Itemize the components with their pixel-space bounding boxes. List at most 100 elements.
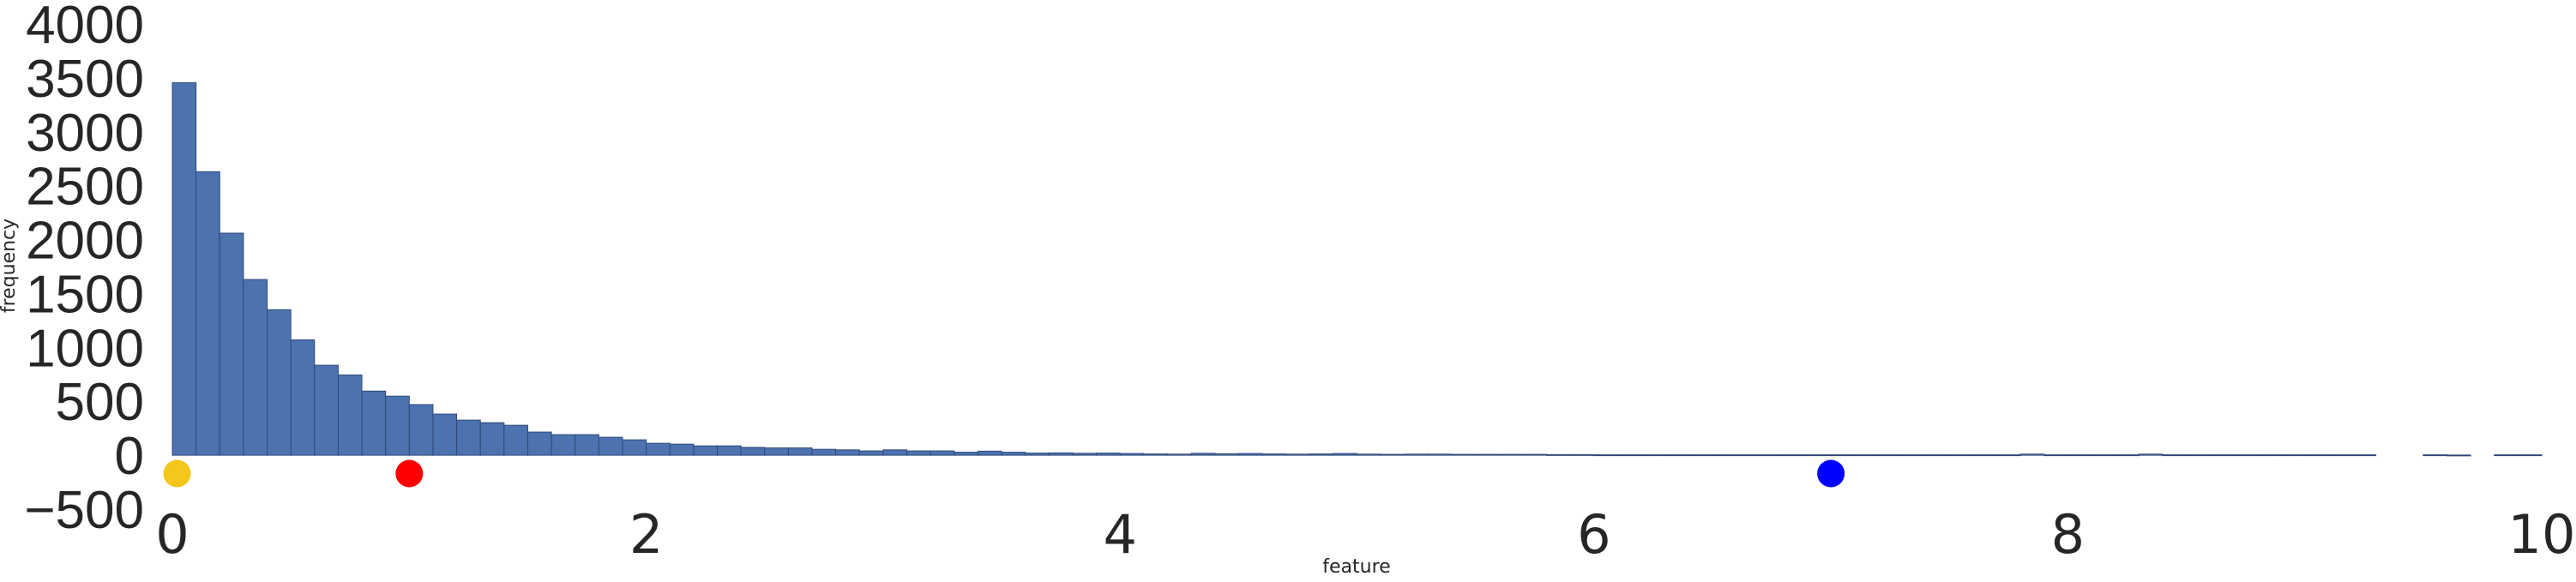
histogram-bar [1072, 453, 1098, 456]
histogram-bar [2043, 454, 2068, 457]
y-tick-label: 4000 [26, 0, 144, 55]
histogram-bar [2351, 454, 2377, 457]
x-tick-labels: 0 2 4 6 8 10 [155, 503, 2575, 566]
histogram-bar [551, 434, 576, 456]
histogram-bar [1854, 454, 1879, 457]
histogram-bar [1237, 453, 1263, 456]
histogram-bar [1664, 454, 1689, 457]
histogram-bar [858, 450, 884, 456]
x-tick-label: 4 [1103, 503, 1136, 566]
histogram-bar [2019, 453, 2045, 456]
y-tick-label: −500 [24, 481, 144, 540]
histogram-bar [219, 232, 244, 456]
histogram-bar [1806, 454, 1832, 457]
histogram-bar [575, 434, 599, 456]
histogram-bar [243, 279, 268, 456]
histogram-bar [1096, 453, 1121, 456]
x-axis-label: feature [1322, 556, 1390, 578]
y-tick-label: 2000 [26, 212, 144, 271]
y-tick-label: 1000 [26, 319, 144, 378]
bars-group [172, 82, 2543, 457]
histogram-bar [2423, 454, 2447, 457]
histogram-bar [2091, 454, 2116, 457]
histogram-bar [1285, 453, 1310, 456]
histogram-bar [1357, 453, 1381, 456]
histogram-bar [835, 449, 860, 456]
histogram-bar [1593, 454, 1618, 457]
histogram-bar [954, 452, 978, 456]
histogram-bar [2067, 454, 2092, 457]
histogram-bar [2115, 454, 2140, 457]
y-tick-label: 3500 [26, 50, 144, 109]
histogram-bar [1166, 453, 1192, 456]
x-tick-label: 8 [2051, 503, 2085, 566]
histogram-bar [882, 449, 908, 456]
histogram-bar [2304, 454, 2329, 457]
marker-point [395, 459, 424, 488]
histogram-bar [408, 404, 434, 456]
histogram-bar [1190, 453, 1216, 456]
y-tick-label: 1500 [26, 265, 144, 324]
histogram-bar [1712, 454, 1737, 457]
y-tick-label: 0 [115, 427, 144, 486]
histogram-bar [1143, 453, 1168, 456]
histogram-bar [764, 447, 789, 456]
histogram-bar [267, 309, 292, 456]
histogram-bar [1616, 454, 1642, 457]
histogram-bar [1333, 453, 1357, 456]
histogram-bar [172, 82, 197, 456]
histogram-bar [2186, 454, 2211, 457]
histogram-bar [2327, 454, 2353, 457]
histogram-bar [2209, 454, 2235, 457]
histogram-bar [1736, 454, 1760, 457]
histogram-bar [1119, 453, 1145, 456]
histogram-bar [337, 374, 363, 456]
histogram-bar [646, 442, 671, 456]
histogram-bar [361, 390, 387, 456]
histogram-bar [1546, 453, 1571, 456]
histogram-bar [290, 339, 316, 456]
histogram-bar [1783, 454, 1808, 457]
histogram-bar [740, 447, 766, 456]
marker-point [1817, 459, 1845, 488]
histogram-bar [1569, 453, 1595, 456]
histogram-bar [906, 450, 931, 456]
x-tick-label: 2 [629, 503, 663, 566]
y-tick-label: 2500 [26, 158, 144, 217]
marker-point [163, 459, 191, 488]
histogram-bar [787, 447, 813, 456]
y-tick-label: 3000 [26, 104, 144, 163]
y-tick-label: 500 [56, 373, 144, 432]
histogram-bar [1830, 454, 1856, 457]
histogram-bar [2494, 454, 2519, 457]
y-axis-label: frequency [0, 219, 20, 313]
histogram-bar [2446, 454, 2471, 457]
histogram-bar [2517, 454, 2543, 457]
histogram-bar [1877, 454, 1903, 457]
histogram-bar [1759, 454, 1785, 457]
histogram-bar [1925, 454, 1950, 457]
histogram-bar [1214, 453, 1239, 456]
histogram-bar [1261, 453, 1287, 456]
histogram-bar [1001, 452, 1026, 456]
histogram-bar [527, 431, 552, 456]
histogram-bar [385, 395, 410, 456]
histogram-bar [503, 424, 528, 456]
histogram-bar [930, 450, 955, 456]
histogram-bar [977, 450, 1002, 456]
markers-group [163, 459, 1845, 488]
histogram-bar [1451, 453, 1477, 456]
x-tick-label: 10 [2508, 503, 2576, 566]
histogram-bar [598, 436, 623, 456]
histogram-bar [1522, 453, 1548, 456]
histogram-bar [196, 171, 220, 456]
histogram-bar [1404, 453, 1429, 456]
histogram-bar [622, 439, 647, 456]
histogram-bar [1025, 453, 1050, 456]
histogram-bar [432, 413, 458, 456]
x-tick-label: 0 [155, 503, 189, 566]
histogram-bar [1948, 454, 1974, 457]
histogram-bar [1972, 454, 1998, 457]
